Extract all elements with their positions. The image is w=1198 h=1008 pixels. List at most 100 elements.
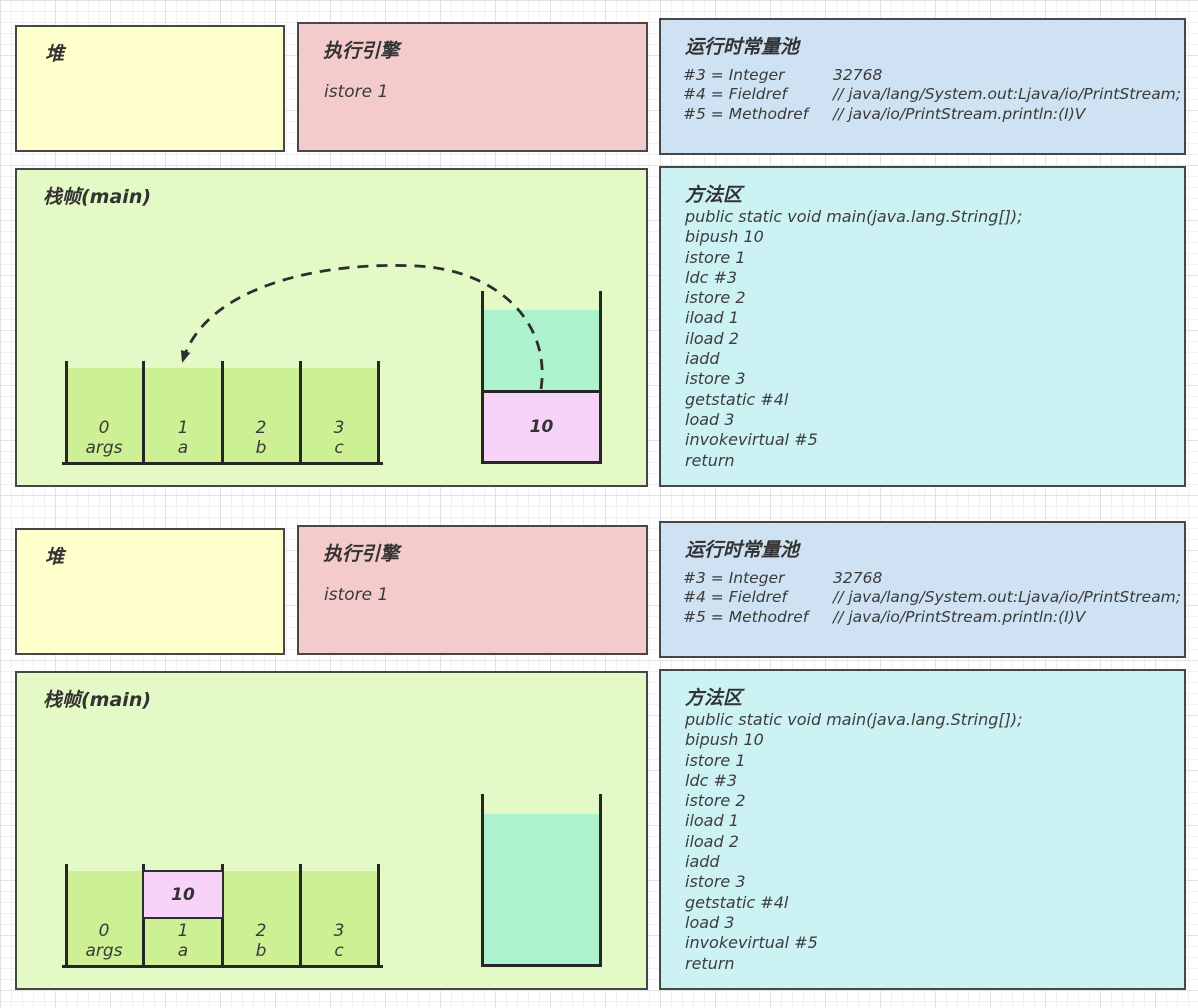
runtime-constant-pool-box: 运行时常量池 #3 = Integer 32768 #4 = Fieldref //…: [659, 18, 1186, 155]
slot-label: 0 args: [65, 921, 143, 961]
slot-name: a: [177, 941, 189, 961]
slot-wall: [65, 864, 68, 968]
constant-pool-entry: #4 = Fieldref // java/lang/System.out:Lja…: [683, 588, 1181, 607]
operand-stack: [481, 794, 602, 967]
slot-label: 2 b: [222, 921, 300, 961]
slot-divider: [221, 361, 224, 465]
bytecode-line: iadd: [685, 852, 720, 872]
slot-divider: [299, 361, 302, 465]
operand-stack: 10: [481, 291, 602, 464]
bytecode-line: iload 2: [685, 328, 739, 348]
bytecode-listing: public static void main(java.lang.String…: [685, 207, 1023, 471]
bytecode-line: istore 1: [685, 750, 746, 770]
constant-pool-entry: #5 = Methodref // java/io/PrintStream.pri…: [683, 105, 1181, 124]
constant-pool-entry: #4 = Fieldref // java/lang/System.out:Lja…: [683, 85, 1181, 104]
bytecode-line: public static void main(java.lang.String…: [685, 207, 1023, 226]
constant-key: #5 = Methodref: [683, 607, 809, 626]
slot-label: 1 a: [144, 921, 222, 961]
constant-key: #3 = Integer: [683, 569, 785, 587]
stack-frame-box: 栈帧(main) 0 args 1 a 2 b: [15, 168, 648, 487]
runtime-constant-pool-box: 运行时常量池 #3 = Integer 32768 #4 = Fieldref //…: [659, 521, 1186, 658]
bytecode-line: invokevirtual #5: [685, 430, 818, 450]
state-panel-after: 堆 执行引擎 istore 1 运行时常量池 #3 = Integer 32768…: [0, 521, 1198, 991]
constant-value: 32768: [833, 66, 883, 84]
operand-stack-free-space: [484, 310, 599, 390]
slot-label: 3 c: [300, 418, 378, 458]
execution-engine-box: 执行引擎 istore 1: [297, 22, 648, 152]
stack-frame-title: 栈帧(main): [43, 689, 152, 711]
bytecode-line: istore 3: [685, 872, 746, 892]
slot-index: 3: [333, 418, 345, 438]
bytecode-line: bipush 10: [685, 227, 764, 247]
bytecode-line: return: [685, 953, 735, 973]
slot-name: b: [255, 438, 267, 458]
operand-stack-top-value: 10: [484, 390, 599, 461]
slot-base-line: [62, 462, 383, 465]
slot-base-line: [62, 965, 383, 968]
slot-wall: [65, 361, 68, 465]
constant-value: 32768: [833, 569, 883, 587]
bytecode-line: ldc #3: [685, 770, 738, 790]
current-instruction: istore 1: [324, 585, 389, 605]
slot-index: 0: [98, 921, 110, 941]
constant-key: #4 = Fieldref: [683, 85, 787, 104]
constant-key: #3 = Integer: [683, 66, 785, 84]
constant-pool-entries: #3 = Integer 32768 #4 = Fieldref // java/l…: [683, 569, 1181, 627]
slot-label: 0 args: [65, 418, 143, 458]
constant-pool-title: 运行时常量池: [685, 36, 800, 58]
current-instruction: istore 1: [324, 82, 389, 102]
bytecode-listing: public static void main(java.lang.String…: [685, 710, 1023, 974]
bytecode-line: istore 2: [685, 791, 746, 811]
local-variable-table: 0 args 1 a 2 b 3 c: [62, 361, 383, 465]
slot-index: 2: [255, 921, 267, 941]
slot-index: 0: [98, 418, 110, 438]
stored-local-value: 10: [142, 870, 224, 919]
slot-label: 1 a: [144, 418, 222, 458]
slot-name: c: [334, 438, 344, 458]
constant-value: // java/lang/System.out:Ljava/io/PrintSt…: [833, 85, 1182, 104]
heap-box: 堆: [15, 528, 285, 655]
slot-wall: [377, 864, 380, 968]
slot-wall: [377, 361, 380, 465]
stack-frame-box: 栈帧(main) 10 0 args 1 a 2: [15, 671, 648, 990]
method-area-title: 方法区: [685, 687, 743, 709]
bytecode-line: ldc #3: [685, 267, 738, 287]
state-panel-before: 堆 执行引擎 istore 1 运行时常量池 #3 = Integer 32768…: [0, 18, 1198, 488]
slot-label: 2 b: [222, 418, 300, 458]
method-area-title: 方法区: [685, 184, 743, 206]
constant-key: #4 = Fieldref: [683, 588, 787, 607]
constant-pool-title: 运行时常量池: [685, 539, 800, 561]
slot-name: b: [255, 941, 267, 961]
bytecode-line: load 3: [685, 912, 735, 932]
slot-index: 1: [177, 418, 189, 438]
bytecode-line: istore 2: [685, 288, 746, 308]
slot-index: 2: [255, 418, 267, 438]
stack-frame-title: 栈帧(main): [43, 186, 152, 208]
slot-divider: [142, 361, 145, 465]
slot-name: args: [85, 941, 123, 961]
slot-index: 1: [177, 921, 189, 941]
execution-engine-title: 执行引擎: [323, 543, 400, 565]
bytecode-line: iload 2: [685, 831, 739, 851]
heap-title: 堆: [45, 546, 65, 568]
bytecode-line: istore 1: [685, 247, 746, 267]
slot-name: a: [177, 438, 189, 458]
bytecode-line: bipush 10: [685, 730, 764, 750]
heap-box: 堆: [15, 25, 285, 152]
bytecode-line: load 3: [685, 409, 735, 429]
slot-divider: [299, 864, 302, 968]
heap-title: 堆: [45, 43, 65, 65]
execution-engine-title: 执行引擎: [323, 40, 400, 62]
slot-index: 3: [333, 921, 345, 941]
constant-pool-entry: #3 = Integer 32768: [683, 66, 1181, 85]
constant-pool-entry: #3 = Integer 32768: [683, 569, 1181, 588]
method-area-box: 方法区 public static void main(java.lang.St…: [659, 669, 1186, 990]
constant-value: // java/io/PrintStream.println:(I)V: [833, 607, 1086, 626]
local-variable-table: 10 0 args 1 a 2 b 3 c: [62, 864, 383, 968]
bytecode-line: public static void main(java.lang.String…: [685, 710, 1023, 729]
constant-value: // java/lang/System.out:Ljava/io/PrintSt…: [833, 588, 1182, 607]
bytecode-line: getstatic #4l: [685, 389, 789, 409]
constant-key: #5 = Methodref: [683, 104, 809, 123]
bytecode-line: iload 1: [685, 811, 739, 831]
bytecode-line: istore 3: [685, 369, 746, 389]
